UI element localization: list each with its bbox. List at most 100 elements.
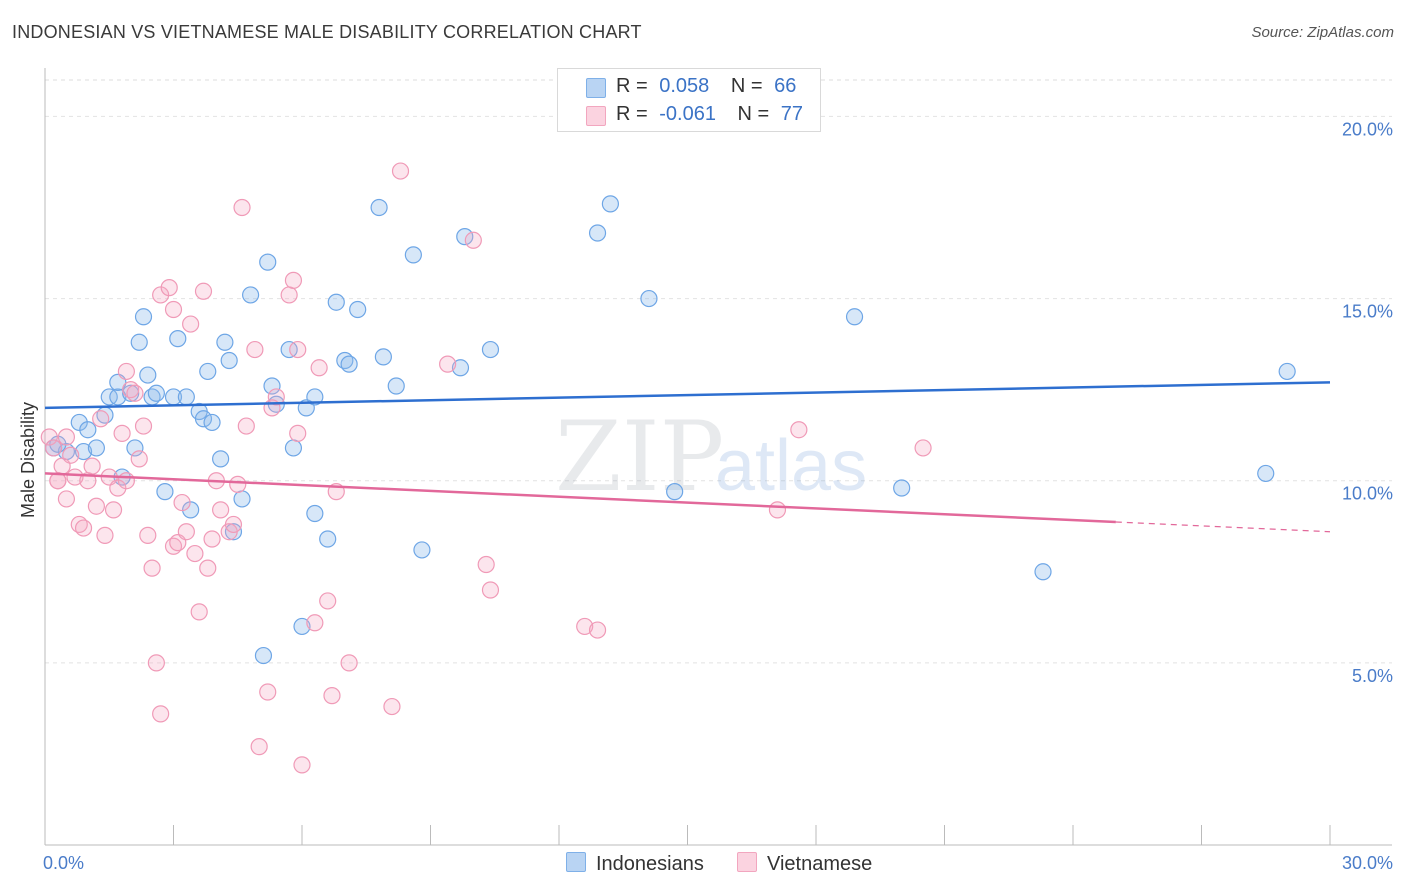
indonesian-point — [224, 523, 243, 541]
legend-swatch-indonesians — [566, 852, 586, 872]
vietnamese-point — [177, 523, 195, 541]
source-label: Source: ZipAtlas.com — [1251, 24, 1394, 41]
watermark-atlas: atlas — [715, 426, 867, 506]
indonesian-point — [640, 289, 658, 308]
vietnamese-point — [49, 472, 67, 490]
indonesian-point — [893, 479, 911, 497]
indonesian-point — [1257, 464, 1275, 483]
vietnamese-point — [143, 559, 161, 577]
indonesian-point — [481, 340, 500, 359]
vietnamese-point — [790, 421, 808, 439]
legend-n-value: 66 — [774, 75, 797, 97]
vietnamese-point — [576, 617, 594, 636]
indonesian-point — [203, 413, 221, 432]
indonesian-point — [263, 377, 281, 395]
tick-labels: 5.0% 10.0% 15.0% 20.0% 0.0% 30.0% — [43, 119, 1393, 873]
indonesian-point — [340, 355, 358, 373]
vietnamese-point — [74, 519, 93, 537]
indonesian-point — [293, 617, 311, 636]
vietnamese-point — [40, 428, 58, 446]
legend-r-label: R = — [616, 75, 648, 97]
vietnamese-point — [130, 450, 148, 468]
y-tick-label: 15.0% — [1342, 302, 1393, 322]
vietnamese-point — [194, 282, 213, 300]
vietnamese-point — [229, 475, 247, 493]
legend-swatch-pink — [586, 106, 606, 126]
indonesian-point — [122, 384, 140, 402]
indonesian-point — [370, 198, 388, 217]
y-axis-label: Male Disability — [18, 402, 38, 518]
indonesian-point — [306, 504, 324, 523]
indonesian-point — [126, 439, 144, 457]
indonesian-point — [199, 362, 217, 381]
indonesian-point — [845, 308, 864, 326]
vietnamese-point — [182, 315, 200, 333]
legend-n-label: N = — [730, 75, 763, 97]
trend-line-indonesians — [44, 381, 1331, 410]
vietnamese-point — [126, 384, 144, 402]
indonesian-point — [327, 293, 345, 311]
indonesian-point — [74, 442, 93, 461]
legend-swatch-blue — [586, 78, 606, 98]
vietnamese-point — [44, 439, 63, 457]
x-tick-label-max: 30.0% — [1342, 853, 1393, 873]
legend-r-value: -0.061 — [659, 103, 716, 125]
indonesian-point — [130, 333, 148, 351]
indonesian-point — [259, 253, 277, 271]
indonesian-point — [588, 224, 607, 242]
legend-item-indonesians: Indonesians — [566, 852, 704, 876]
indonesian-point — [374, 348, 392, 366]
vietnamese-point — [233, 198, 251, 217]
vietnamese-point — [57, 490, 76, 508]
indonesian-point — [194, 410, 213, 428]
indonesian-point — [79, 421, 97, 439]
axes — [44, 68, 1392, 846]
vietnamese-point — [173, 493, 191, 512]
vietnamese-point — [96, 526, 114, 544]
indonesian-point — [242, 286, 260, 304]
vietnamese-point — [768, 501, 787, 519]
vietnamese-point — [289, 424, 307, 442]
vietnamese-point — [481, 581, 500, 599]
vietnamese-point — [62, 446, 80, 464]
indonesian-point — [349, 300, 367, 319]
indonesian-point — [169, 330, 187, 348]
indonesian-point — [139, 366, 157, 384]
y-tick-label: 5.0% — [1352, 666, 1393, 686]
trend-lines — [44, 381, 1331, 533]
vietnamese-point — [113, 424, 131, 442]
vietnamese-point — [323, 687, 341, 705]
legend-n-label: N = — [737, 103, 770, 125]
vietnamese-point — [289, 340, 307, 359]
vietnamese-point — [66, 468, 84, 486]
indonesian-point — [413, 541, 431, 559]
indonesian-point — [87, 439, 106, 457]
vietnamese-point — [87, 497, 106, 515]
vietnamese-point — [164, 300, 183, 319]
legend-r-label: R = — [616, 103, 648, 125]
indonesian-point — [1278, 362, 1296, 381]
vietnamese-point — [588, 621, 607, 639]
legend-item-vietnamese: Vietnamese — [737, 852, 872, 876]
indonesian-point — [254, 646, 273, 665]
indonesian-point — [233, 490, 251, 508]
indonesian-point — [156, 483, 174, 501]
indonesian-point — [212, 450, 230, 468]
indonesian-point — [387, 377, 405, 395]
vietnamese-point — [139, 526, 157, 544]
legend-label-indonesians: Indonesians — [596, 853, 704, 875]
vietnamese-point — [439, 355, 457, 373]
vietnamese-point — [152, 705, 170, 723]
indonesian-point — [451, 359, 470, 377]
vietnamese-point — [340, 654, 358, 672]
vietnamese-point — [246, 340, 264, 359]
vietnamese-point — [284, 271, 303, 289]
vietnamese-point — [477, 555, 495, 574]
vietnamese-point — [280, 286, 298, 304]
indonesian-point — [456, 228, 474, 246]
indonesian-point — [109, 388, 127, 406]
gridlines — [45, 79, 1392, 664]
vietnamese-point — [117, 362, 135, 381]
legend-swatch-vietnamese — [737, 852, 757, 872]
